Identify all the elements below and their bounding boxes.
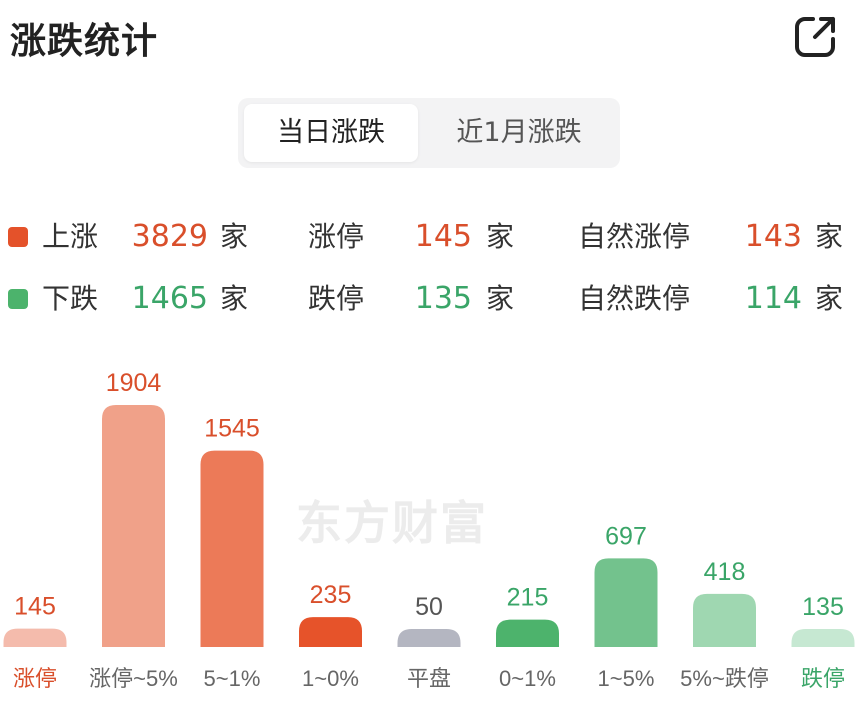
bar	[200, 450, 264, 647]
down-count: 1465	[131, 281, 208, 316]
down-marker-icon	[8, 289, 28, 309]
category-label: 5~1%	[204, 666, 261, 691]
watermark-logo: 东方财富	[296, 496, 488, 550]
natural-limit-down-label: 自然跌停	[578, 282, 691, 315]
share-external-icon[interactable]	[793, 13, 839, 59]
bar	[693, 593, 756, 647]
tab-last-month[interactable]: 近1月涨跌	[456, 117, 582, 148]
category-label: 跌停	[801, 666, 845, 691]
natural-limit-up-label: 自然涨停	[578, 220, 691, 253]
bar	[397, 629, 461, 647]
limit-up-unit: 家	[486, 220, 515, 253]
natural-limit-up-count: 143	[744, 219, 802, 254]
bar	[496, 619, 559, 647]
category-label: 5%~跌停	[680, 666, 769, 691]
bar	[3, 628, 67, 647]
limit-up-label: 涨停	[308, 220, 365, 253]
bar	[791, 629, 855, 647]
category-label: 0~1%	[499, 666, 556, 691]
up-unit: 家	[220, 220, 249, 253]
bar-value-label: 135	[802, 593, 844, 621]
limit-down-label: 跌停	[308, 282, 365, 315]
bar	[102, 405, 165, 647]
up-marker-icon	[8, 227, 28, 247]
bar-value-label: 145	[14, 593, 56, 621]
stats-row-up: 上涨 3829 家 涨停 145 家 自然涨停 143 家	[0, 217, 863, 257]
category-label: 1~0%	[302, 666, 359, 691]
natural-limit-up-unit: 家	[815, 220, 844, 253]
bar-value-label: 50	[415, 593, 443, 621]
category-label: 平盘	[407, 666, 451, 691]
category-label: 涨停	[13, 666, 57, 691]
bar-value-label: 1545	[204, 415, 260, 443]
category-label: 涨停~5%	[89, 666, 178, 691]
natural-limit-down-count: 114	[744, 281, 802, 316]
bar	[594, 558, 658, 647]
bar	[299, 617, 362, 647]
limit-up-count: 145	[414, 219, 472, 254]
bar-value-label: 418	[704, 558, 746, 586]
page-title: 涨跌统计	[10, 21, 159, 62]
natural-limit-down-unit: 家	[815, 282, 844, 315]
period-tabs: 当日涨跌 近1月涨跌	[238, 98, 620, 168]
down-label: 下跌	[42, 282, 99, 315]
tab-today[interactable]: 当日涨跌	[244, 104, 418, 162]
bar-value-label: 215	[507, 584, 549, 612]
down-unit: 家	[220, 282, 249, 315]
bar-value-label: 697	[605, 522, 647, 550]
up-count: 3829	[131, 219, 208, 254]
category-label: 1~5%	[598, 666, 655, 691]
bar-value-label: 235	[310, 581, 352, 609]
limit-down-unit: 家	[486, 282, 515, 315]
up-label: 上涨	[42, 220, 99, 253]
limit-down-count: 135	[414, 281, 472, 316]
bar-value-label: 1904	[106, 369, 162, 397]
stats-row-down: 下跌 1465 家 跌停 135 家 自然跌停 114 家	[0, 279, 863, 319]
